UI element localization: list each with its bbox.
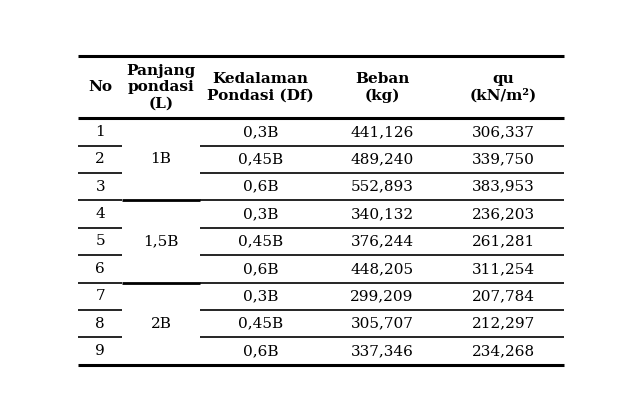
Text: Panjang
pondasi
(L): Panjang pondasi (L)	[127, 64, 196, 111]
Text: 299,209: 299,209	[350, 289, 414, 303]
Text: 376,244: 376,244	[350, 234, 414, 249]
Text: 2: 2	[95, 152, 105, 166]
Text: 212,297: 212,297	[472, 317, 535, 331]
Text: 448,205: 448,205	[350, 262, 414, 276]
Text: 0,6B: 0,6B	[243, 344, 278, 358]
Text: 383,953: 383,953	[472, 180, 535, 193]
Text: 0,45B: 0,45B	[238, 152, 283, 166]
Text: 6: 6	[95, 262, 105, 276]
Text: 305,707: 305,707	[350, 317, 414, 331]
Text: 339,750: 339,750	[472, 152, 535, 166]
Text: 441,126: 441,126	[350, 125, 414, 139]
Text: 0,45B: 0,45B	[238, 317, 283, 331]
Text: 0,3B: 0,3B	[243, 207, 278, 221]
Text: 552,893: 552,893	[350, 180, 414, 193]
Text: 7: 7	[95, 289, 105, 303]
Text: 207,784: 207,784	[472, 289, 535, 303]
Text: 340,132: 340,132	[350, 207, 414, 221]
Text: 4: 4	[95, 207, 105, 221]
Text: 489,240: 489,240	[350, 152, 414, 166]
Text: 5: 5	[95, 234, 105, 249]
Text: 311,254: 311,254	[472, 262, 535, 276]
Text: 0,6B: 0,6B	[243, 262, 278, 276]
Text: 0,3B: 0,3B	[243, 125, 278, 139]
Text: 0,3B: 0,3B	[243, 289, 278, 303]
Text: 8: 8	[95, 317, 105, 331]
Text: 0,6B: 0,6B	[243, 180, 278, 193]
Text: Kedalaman
Pondasi (Df): Kedalaman Pondasi (Df)	[207, 72, 314, 103]
Text: 1,5B: 1,5B	[144, 234, 179, 249]
Text: 234,268: 234,268	[472, 344, 535, 358]
Text: 3: 3	[95, 180, 105, 193]
Text: 337,346: 337,346	[350, 344, 414, 358]
Text: 1B: 1B	[150, 152, 171, 166]
Text: 9: 9	[95, 344, 105, 358]
Text: qu
(kN/m²): qu (kN/m²)	[470, 72, 537, 103]
Text: 2B: 2B	[150, 317, 171, 331]
Text: No: No	[88, 80, 112, 94]
Text: 236,203: 236,203	[472, 207, 535, 221]
Text: 0,45B: 0,45B	[238, 234, 283, 249]
Text: 1: 1	[95, 125, 105, 139]
Text: 261,281: 261,281	[472, 234, 535, 249]
Text: Beban
(kg): Beban (kg)	[355, 72, 409, 103]
Text: 306,337: 306,337	[472, 125, 535, 139]
